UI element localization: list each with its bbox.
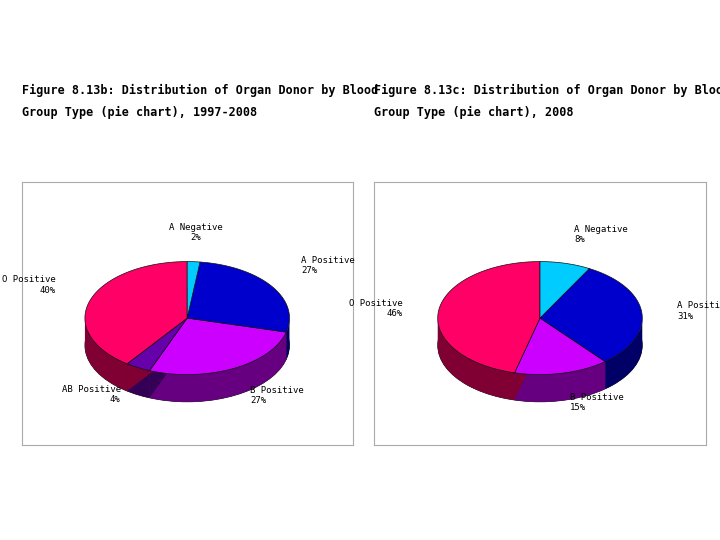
Polygon shape [127, 318, 187, 391]
Text: A Positive
31%: A Positive 31% [678, 301, 720, 321]
Polygon shape [287, 319, 289, 360]
Text: B Positive
27%: B Positive 27% [250, 386, 304, 406]
Polygon shape [187, 261, 200, 318]
Text: A Negative
8%: A Negative 8% [575, 225, 628, 244]
Text: B Positive
15%: B Positive 15% [570, 393, 624, 412]
Polygon shape [606, 319, 642, 389]
Ellipse shape [438, 289, 642, 402]
Polygon shape [127, 318, 187, 391]
Text: AB Positive
4%: AB Positive 4% [61, 385, 121, 404]
Polygon shape [540, 261, 589, 318]
Polygon shape [515, 318, 540, 400]
Polygon shape [515, 362, 606, 402]
Polygon shape [515, 318, 540, 400]
Polygon shape [438, 261, 540, 373]
Text: Group Type (pie chart), 1997-2008: Group Type (pie chart), 1997-2008 [22, 106, 257, 119]
Polygon shape [150, 318, 187, 398]
Text: Group Type (pie chart), 2008: Group Type (pie chart), 2008 [374, 106, 574, 119]
Polygon shape [540, 318, 606, 389]
Polygon shape [515, 318, 606, 375]
Polygon shape [127, 364, 150, 398]
Polygon shape [540, 268, 642, 362]
Polygon shape [187, 262, 289, 332]
Polygon shape [127, 318, 187, 370]
Text: Figure 8.13c: Distribution of Organ Donor by Blood: Figure 8.13c: Distribution of Organ Dono… [374, 84, 720, 97]
Polygon shape [150, 318, 187, 398]
Polygon shape [150, 332, 287, 402]
Text: Figure 8.13b: Distribution of Organ Donor by Blood: Figure 8.13b: Distribution of Organ Dono… [22, 84, 378, 97]
Ellipse shape [85, 289, 289, 402]
Polygon shape [85, 319, 127, 391]
Polygon shape [187, 318, 287, 360]
Polygon shape [187, 318, 287, 360]
Polygon shape [85, 261, 187, 364]
Polygon shape [540, 318, 606, 389]
Text: A Positive
27%: A Positive 27% [302, 256, 355, 275]
Polygon shape [438, 319, 515, 400]
Text: A Negative
2%: A Negative 2% [169, 222, 222, 242]
Polygon shape [150, 318, 287, 375]
Text: O Positive
40%: O Positive 40% [2, 275, 56, 294]
Text: O Positive
46%: O Positive 46% [349, 299, 403, 318]
